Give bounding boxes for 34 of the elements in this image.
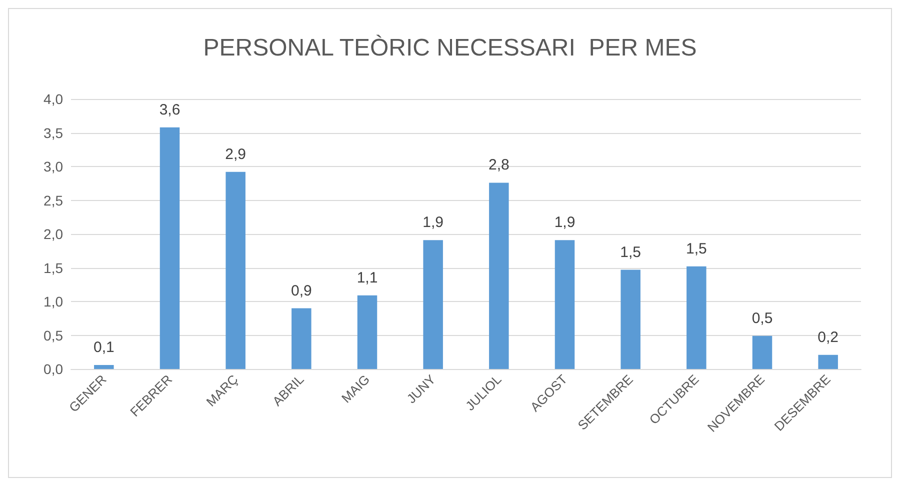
bar: [489, 182, 509, 369]
y-tick-label: 4,0: [44, 91, 64, 107]
y-tick-label: 2,5: [44, 192, 64, 208]
bar: [818, 354, 838, 369]
data-label: 1,9: [422, 214, 444, 232]
bar: [686, 266, 706, 369]
y-tick-label: 3,0: [44, 158, 64, 174]
data-label: 0,9: [290, 282, 312, 300]
bar: [226, 172, 246, 369]
bar: [554, 240, 575, 369]
data-label: 2,8: [488, 156, 510, 174]
chart-title: PERSONAL TEÒRIC NECESSARI PER MES: [203, 34, 697, 62]
data-label: 1,5: [620, 244, 642, 261]
data-label: 1,9: [554, 214, 576, 232]
y-tick-label: 1,5: [44, 260, 64, 276]
data-label: 2,9: [225, 146, 246, 163]
y-tick-label: 0,5: [44, 327, 64, 344]
data-label: 0,1: [93, 338, 114, 356]
y-tick-label: 0,0: [44, 361, 64, 377]
y-tick-label: 1,0: [44, 294, 64, 310]
bar: [160, 127, 180, 369]
bar: [423, 240, 443, 369]
data-label: 0,5: [752, 310, 773, 327]
bar: [94, 364, 114, 369]
bar: [357, 295, 378, 369]
data-label: 0,2: [818, 328, 839, 346]
data-label: 3,6: [159, 101, 180, 118]
bar: [620, 270, 640, 369]
data-label: 1,5: [686, 240, 707, 258]
bar: [752, 336, 772, 369]
data-label: 1,1: [356, 269, 378, 286]
y-tick-label: 2,0: [44, 226, 64, 242]
bar: [292, 308, 312, 369]
y-tick-label: 3,5: [44, 124, 64, 141]
